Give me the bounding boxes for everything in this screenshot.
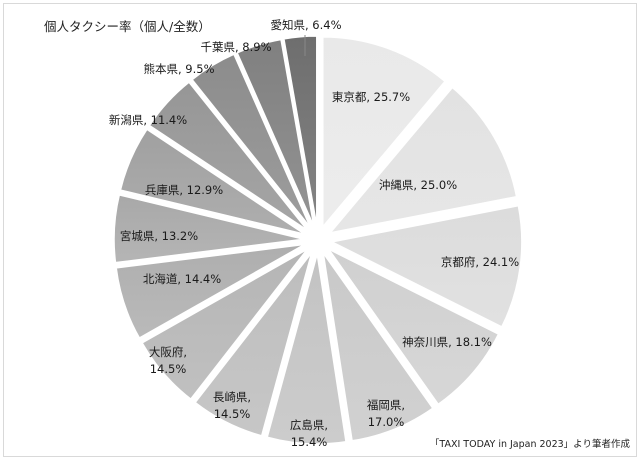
slice-label: 神奈川県, 18.1%: [402, 335, 492, 349]
pie-slice-9: [113, 194, 305, 264]
slice-label: 大阪府, 14.5%: [149, 345, 187, 376]
chart-title: 個人タクシー率（個人/全数）: [44, 19, 211, 34]
slice-label: 宮城県, 13.2%: [120, 229, 198, 243]
slice-label: 千葉県, 8.9%: [200, 40, 271, 54]
slice-label: 熊本県, 9.5%: [143, 62, 214, 76]
pie-slice-13: [236, 38, 315, 227]
slice-label: 東京都, 25.7%: [332, 90, 410, 104]
slice-label: 愛知県, 6.4%: [270, 18, 341, 32]
pie-slice-0: [322, 36, 447, 229]
pie-slice-2: [329, 204, 523, 328]
pie-slice-3: [328, 248, 500, 406]
slice-label: 広島県, 15.4%: [290, 418, 328, 449]
slice-label: 沖縄県, 25.0%: [379, 178, 457, 192]
pie-slice-5: [266, 253, 347, 445]
slice-label: 新潟県, 11.4%: [109, 113, 187, 127]
slice-label: 福岡県, 17.0%: [367, 398, 405, 429]
pie-slice-10: [119, 128, 306, 236]
source-note: 「TAXI TODAY in Japan 2023」より筆者作成: [429, 439, 630, 450]
pie-slices: [113, 35, 523, 445]
pie-slice-7: [141, 248, 308, 401]
slice-label: 兵庫県, 12.9%: [145, 183, 223, 197]
pie-slice-11: [148, 81, 309, 232]
slice-label: 長崎県, 14.5%: [213, 390, 251, 421]
pie-slice-1: [328, 86, 518, 235]
pie-slice-6: [194, 252, 313, 437]
slice-label: 北海道, 14.4%: [143, 272, 221, 286]
pie-slice-4: [322, 252, 434, 442]
slice-label: 京都府, 24.1%: [441, 255, 519, 269]
pie-slice-12: [191, 53, 312, 229]
slice-labels: 東京都, 25.7% 沖縄県, 25.0% 京都府, 24.1% 神奈川県, 18.1…: [109, 18, 519, 449]
pie-slice-14: [283, 35, 318, 227]
pie-slice-8: [115, 243, 306, 340]
